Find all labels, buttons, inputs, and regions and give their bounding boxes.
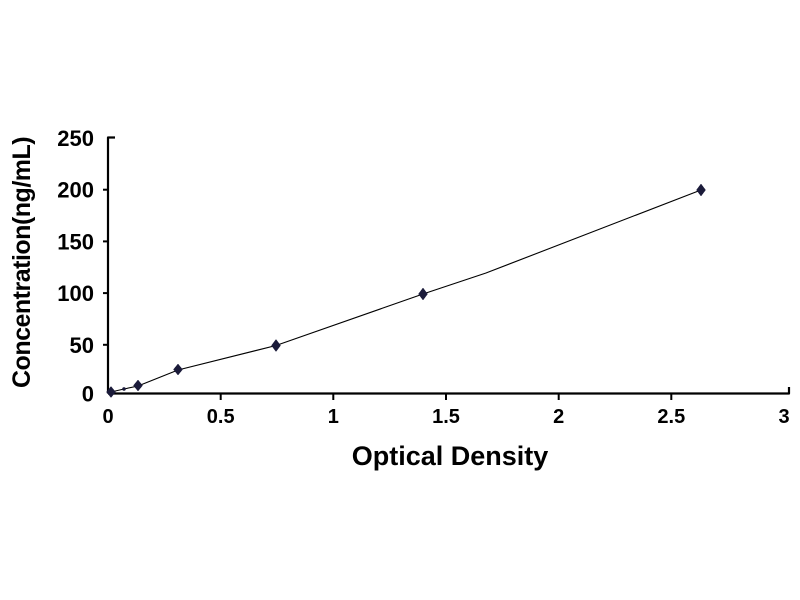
svg-text:3: 3 (778, 406, 789, 428)
svg-text:50: 50 (70, 333, 94, 358)
svg-text:1.5: 1.5 (432, 406, 460, 428)
svg-text:0: 0 (82, 382, 94, 407)
svg-text:250: 250 (57, 126, 94, 151)
svg-text:0: 0 (102, 406, 113, 428)
svg-text:100: 100 (57, 281, 94, 306)
svg-text:2: 2 (553, 406, 564, 428)
svg-text:1: 1 (328, 406, 339, 428)
svg-text:2.5: 2.5 (657, 406, 685, 428)
svg-text:200: 200 (57, 178, 94, 203)
svg-text:0.5: 0.5 (207, 406, 235, 428)
svg-text:150: 150 (57, 229, 94, 254)
